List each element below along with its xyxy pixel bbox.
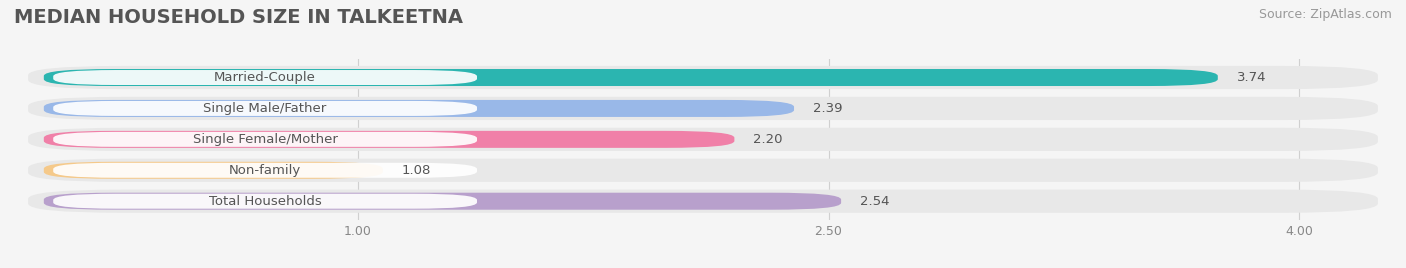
FancyBboxPatch shape <box>28 128 1378 151</box>
FancyBboxPatch shape <box>44 193 841 210</box>
FancyBboxPatch shape <box>44 131 734 148</box>
Text: Total Households: Total Households <box>208 195 322 208</box>
FancyBboxPatch shape <box>28 190 1378 213</box>
Text: 2.39: 2.39 <box>813 102 842 115</box>
FancyBboxPatch shape <box>28 159 1378 182</box>
Text: MEDIAN HOUSEHOLD SIZE IN TALKEETNA: MEDIAN HOUSEHOLD SIZE IN TALKEETNA <box>14 8 463 27</box>
FancyBboxPatch shape <box>53 163 477 178</box>
FancyBboxPatch shape <box>28 66 1378 89</box>
Text: 2.20: 2.20 <box>754 133 783 146</box>
FancyBboxPatch shape <box>28 97 1378 120</box>
Text: Single Male/Father: Single Male/Father <box>204 102 326 115</box>
FancyBboxPatch shape <box>53 101 477 116</box>
FancyBboxPatch shape <box>53 132 477 147</box>
FancyBboxPatch shape <box>44 69 1218 86</box>
FancyBboxPatch shape <box>44 162 382 179</box>
FancyBboxPatch shape <box>44 100 794 117</box>
FancyBboxPatch shape <box>53 70 477 85</box>
Text: 3.74: 3.74 <box>1237 71 1267 84</box>
Text: Married-Couple: Married-Couple <box>214 71 316 84</box>
FancyBboxPatch shape <box>53 194 477 209</box>
Text: Source: ZipAtlas.com: Source: ZipAtlas.com <box>1258 8 1392 21</box>
Text: Single Female/Mother: Single Female/Mother <box>193 133 337 146</box>
Text: 1.08: 1.08 <box>402 164 432 177</box>
Text: 2.54: 2.54 <box>860 195 890 208</box>
Text: Non-family: Non-family <box>229 164 301 177</box>
